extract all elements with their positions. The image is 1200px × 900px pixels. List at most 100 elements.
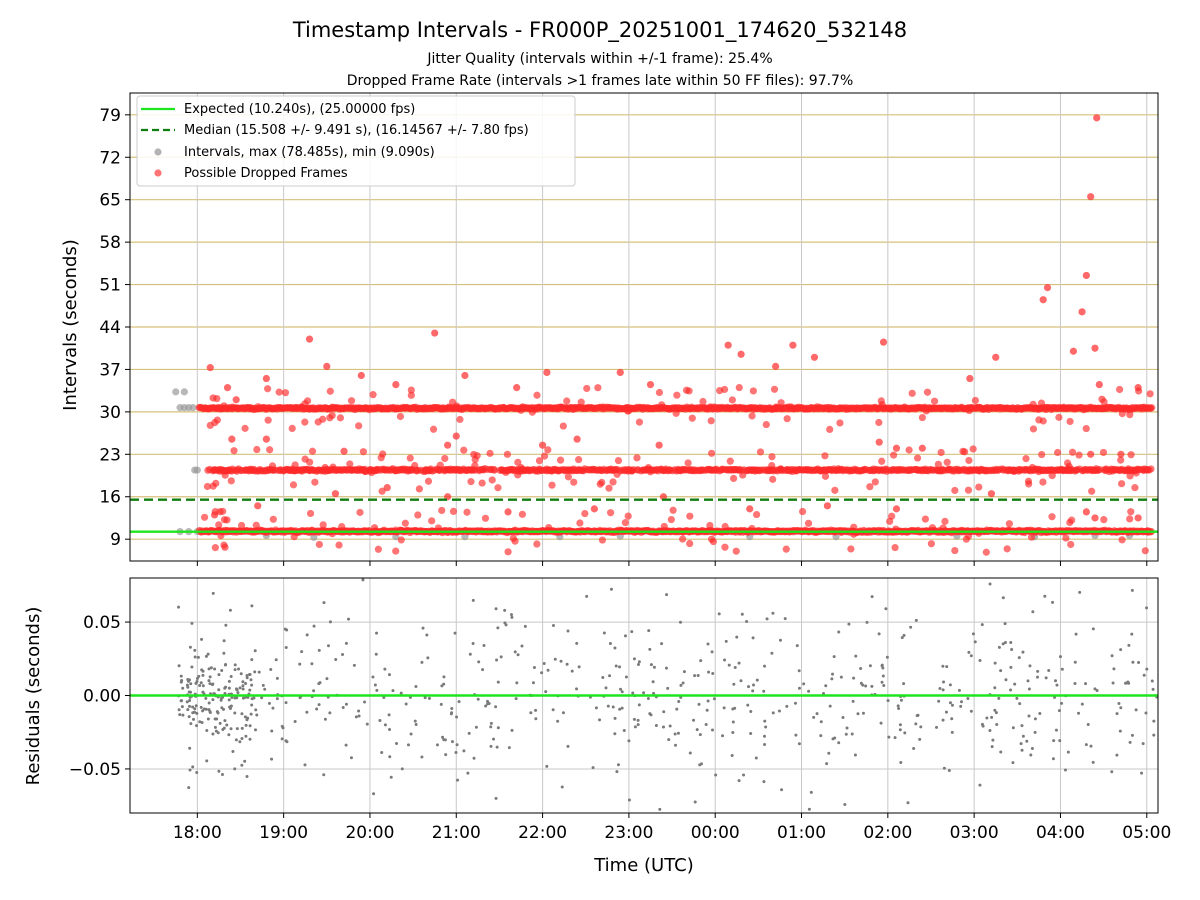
dropped-frame-point — [913, 454, 922, 462]
residual-point — [608, 641, 612, 645]
residual-point — [310, 662, 314, 666]
dropped-frame-point — [1099, 448, 1108, 457]
dropped-frame-point — [1118, 409, 1126, 418]
dropped-frame-point — [361, 467, 369, 476]
dropped-frame-point — [866, 483, 874, 491]
dropped-frame-point — [540, 452, 549, 460]
dropped-frame-point — [609, 478, 617, 486]
residual-point — [496, 626, 500, 630]
residual-point — [544, 690, 548, 694]
residual-point — [941, 688, 945, 692]
dropped-frame-point — [831, 486, 839, 494]
residual-point — [697, 702, 701, 706]
residual-point — [841, 715, 845, 719]
residual-point — [305, 710, 309, 714]
residual-point — [375, 631, 379, 635]
residual-point — [178, 713, 182, 717]
residual-point — [948, 683, 952, 687]
residual-point — [636, 662, 640, 666]
residual-point — [1127, 643, 1131, 647]
residual-point — [188, 768, 192, 772]
residual-point — [981, 724, 985, 728]
residual-point — [942, 766, 946, 770]
dropped-frame-point — [626, 405, 635, 413]
dropped-frame-point — [768, 461, 776, 470]
residual-point — [284, 701, 288, 705]
residual-point — [206, 652, 210, 656]
residual-point — [627, 739, 631, 743]
dropped-frame-point — [254, 403, 262, 411]
residual-point — [785, 704, 789, 708]
dropped-frame-point — [359, 448, 367, 456]
residual-point — [245, 676, 249, 680]
residual-point — [255, 713, 259, 717]
dropped-frame-point — [605, 484, 613, 492]
residual-point — [200, 637, 204, 641]
residual-point — [763, 664, 767, 668]
residual-point — [245, 774, 249, 778]
dropped-frame-point — [329, 463, 337, 471]
residual-point — [233, 767, 237, 771]
dropped-frame-point — [336, 414, 345, 422]
residual-point — [250, 703, 254, 707]
residual-point — [1119, 648, 1123, 652]
residual-point — [966, 697, 970, 701]
residual-point — [777, 709, 781, 713]
residual-point — [899, 761, 903, 765]
dropped-frame-point — [486, 449, 494, 457]
residual-point — [699, 762, 703, 766]
residual-point — [624, 675, 628, 679]
residual-point — [275, 676, 279, 680]
residual-point — [1091, 760, 1095, 764]
dropped-frame-point — [1029, 425, 1038, 433]
dropped-frame-point — [321, 463, 329, 472]
residual-point — [305, 633, 309, 637]
residual-point — [477, 660, 481, 664]
dropped-frame-point — [982, 548, 990, 556]
dropped-frame-point — [1091, 514, 1099, 522]
legend-box — [136, 95, 576, 187]
interval-point — [193, 466, 201, 474]
dropped-frame-point — [319, 415, 327, 423]
dropped-frame-point — [340, 447, 348, 455]
residual-point — [935, 725, 939, 729]
dropped-frame-point — [411, 461, 419, 470]
residual-point — [443, 738, 447, 742]
residual-point — [1011, 761, 1015, 765]
dropped-frame-point — [303, 397, 312, 405]
residual-point — [208, 682, 212, 686]
residual-point — [196, 655, 200, 659]
dropped-frame-point — [424, 477, 433, 485]
x-tick-label: 02:00 — [863, 823, 912, 843]
residual-point — [243, 759, 247, 763]
residual-point — [819, 734, 823, 738]
dropped-frame-point — [716, 387, 724, 395]
dropped-frame-point — [414, 511, 422, 519]
residual-point — [213, 717, 217, 721]
residual-point — [1003, 640, 1007, 644]
dropped-frame-point — [438, 506, 446, 515]
residual-point — [637, 703, 641, 707]
dropped-frame-point — [964, 486, 973, 494]
dropped-frame-point — [517, 464, 525, 472]
dropped-frame-point — [726, 457, 734, 465]
chart-title: Timestamp Intervals - FR000P_20251001_17… — [292, 18, 907, 43]
dropped-frame-point — [1010, 467, 1018, 475]
dropped-frame-point — [407, 391, 415, 399]
dropped-frame-point — [490, 466, 498, 474]
dropped-frame-point — [573, 435, 581, 443]
residuals-panel: 0.05 0.00 −0.05 18:00 19:00 20:00 21:00 22:00 2… — [23, 577, 1171, 876]
x-tick-label: 19:00 — [259, 823, 308, 843]
residual-point — [746, 703, 750, 707]
residual-point — [241, 684, 245, 688]
residual-point — [1145, 606, 1149, 610]
residual-point — [468, 652, 472, 656]
residual-point — [751, 689, 755, 693]
residual-point — [267, 701, 271, 705]
residual-point — [762, 780, 766, 784]
residual-point — [845, 726, 849, 730]
residual-point — [631, 691, 635, 695]
dropped-frame-point — [1038, 450, 1046, 459]
x-axis-label: Time (UTC) — [593, 855, 694, 876]
